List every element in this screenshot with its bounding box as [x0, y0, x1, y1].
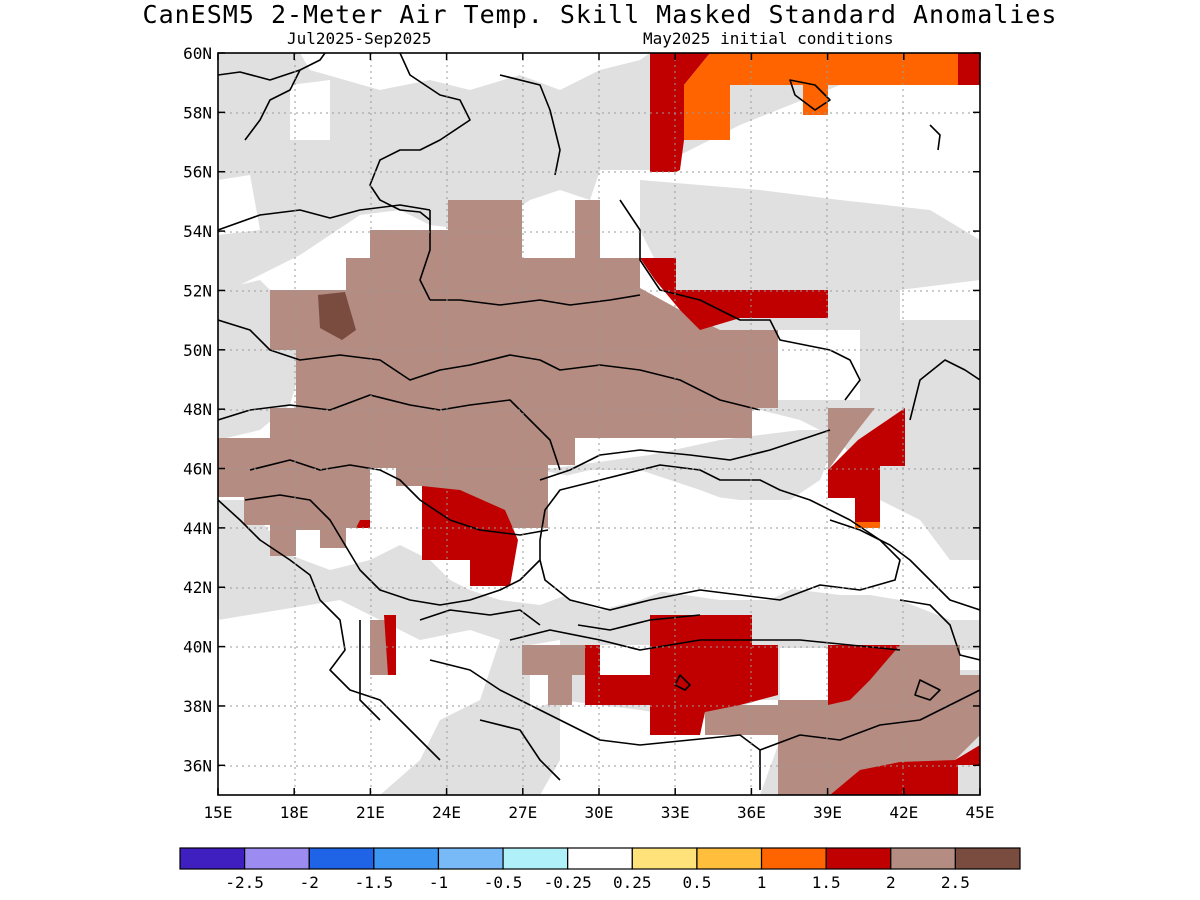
colorbar-swatch	[954, 847, 1021, 870]
lat-label: 48N	[183, 400, 212, 419]
lon-label: 15E	[204, 803, 233, 822]
map-title: CanESM5 2-Meter Air Temp. Skill Masked S…	[142, 0, 1058, 29]
lat-label: 36N	[183, 756, 212, 775]
period-label: Jul2025-Sep2025	[287, 29, 432, 48]
anomaly-1-5-regions	[684, 53, 958, 528]
colorbar-label: 0.5	[682, 873, 711, 892]
colorbar-label: 2.5	[941, 873, 970, 892]
lat-label: 46N	[183, 460, 212, 479]
colorbar-label: -2	[300, 873, 319, 892]
colorbar-swatch	[760, 847, 827, 870]
colorbar-label: -0.25	[544, 873, 592, 892]
colorbar-swatch	[244, 847, 310, 870]
colorbar-swatch	[437, 847, 504, 870]
colorbar-swatch	[308, 847, 375, 870]
anomaly-2-regions	[356, 53, 980, 795]
lat-label: 52N	[183, 281, 212, 300]
lon-label: 45E	[966, 803, 995, 822]
lat-label: 56N	[183, 163, 212, 182]
axis-ticks	[217, 52, 981, 795]
init-conditions-label: May2025 initial conditions	[643, 29, 894, 48]
colorbar-label: 1.5	[812, 873, 841, 892]
lat-label: 60N	[183, 44, 212, 63]
axis-labels: 60N 58N 56N 54N 52N 50N 48N 46N 44N 42N 40N 38N 36N 1…	[183, 44, 994, 822]
lon-label: 30E	[585, 803, 614, 822]
lon-label: 39E	[813, 803, 842, 822]
lat-label: 40N	[183, 638, 212, 657]
colorbar-swatch	[696, 847, 763, 870]
lon-label: 18E	[280, 803, 309, 822]
colorbar-swatch	[502, 847, 569, 870]
graticule	[218, 53, 980, 795]
colorbar-label: 0.25	[613, 873, 652, 892]
colorbar-swatch	[567, 847, 633, 870]
lat-label: 58N	[183, 103, 212, 122]
colorbar-swatch	[373, 847, 440, 870]
lon-label: 42E	[889, 803, 918, 822]
colorbar-swatch	[631, 847, 698, 870]
lon-label: 27E	[508, 803, 537, 822]
white-regions	[218, 80, 980, 795]
colorbar-label: -2.5	[225, 873, 264, 892]
colorbar-swatch	[890, 847, 956, 870]
lat-label: 38N	[183, 697, 212, 716]
lat-label: 42N	[183, 578, 212, 597]
colorbar-label: 2	[886, 873, 896, 892]
colorbar-swatch	[825, 847, 892, 870]
plot-area	[218, 53, 980, 795]
colorbar: -2.5 -2 -1.5 -1 -0.5 -0.25 0.25 0.5 1 1.5 2 2.5	[179, 847, 1021, 892]
colorbar-label: -1.5	[355, 873, 394, 892]
colorbar-swatch	[179, 847, 246, 870]
lon-label: 33E	[661, 803, 690, 822]
colorbar-label: 1	[757, 873, 767, 892]
colorbar-label: -1	[429, 873, 448, 892]
anomaly-gt-2-5-region	[318, 292, 356, 340]
coastlines-and-borders	[218, 53, 980, 790]
lon-label: 21E	[356, 803, 385, 822]
lat-label: 44N	[183, 519, 212, 538]
colorbar-label: -0.5	[484, 873, 523, 892]
lat-label: 54N	[183, 222, 212, 241]
lon-label: 24E	[432, 803, 461, 822]
lat-label: 50N	[183, 341, 212, 360]
lon-label: 36E	[737, 803, 766, 822]
